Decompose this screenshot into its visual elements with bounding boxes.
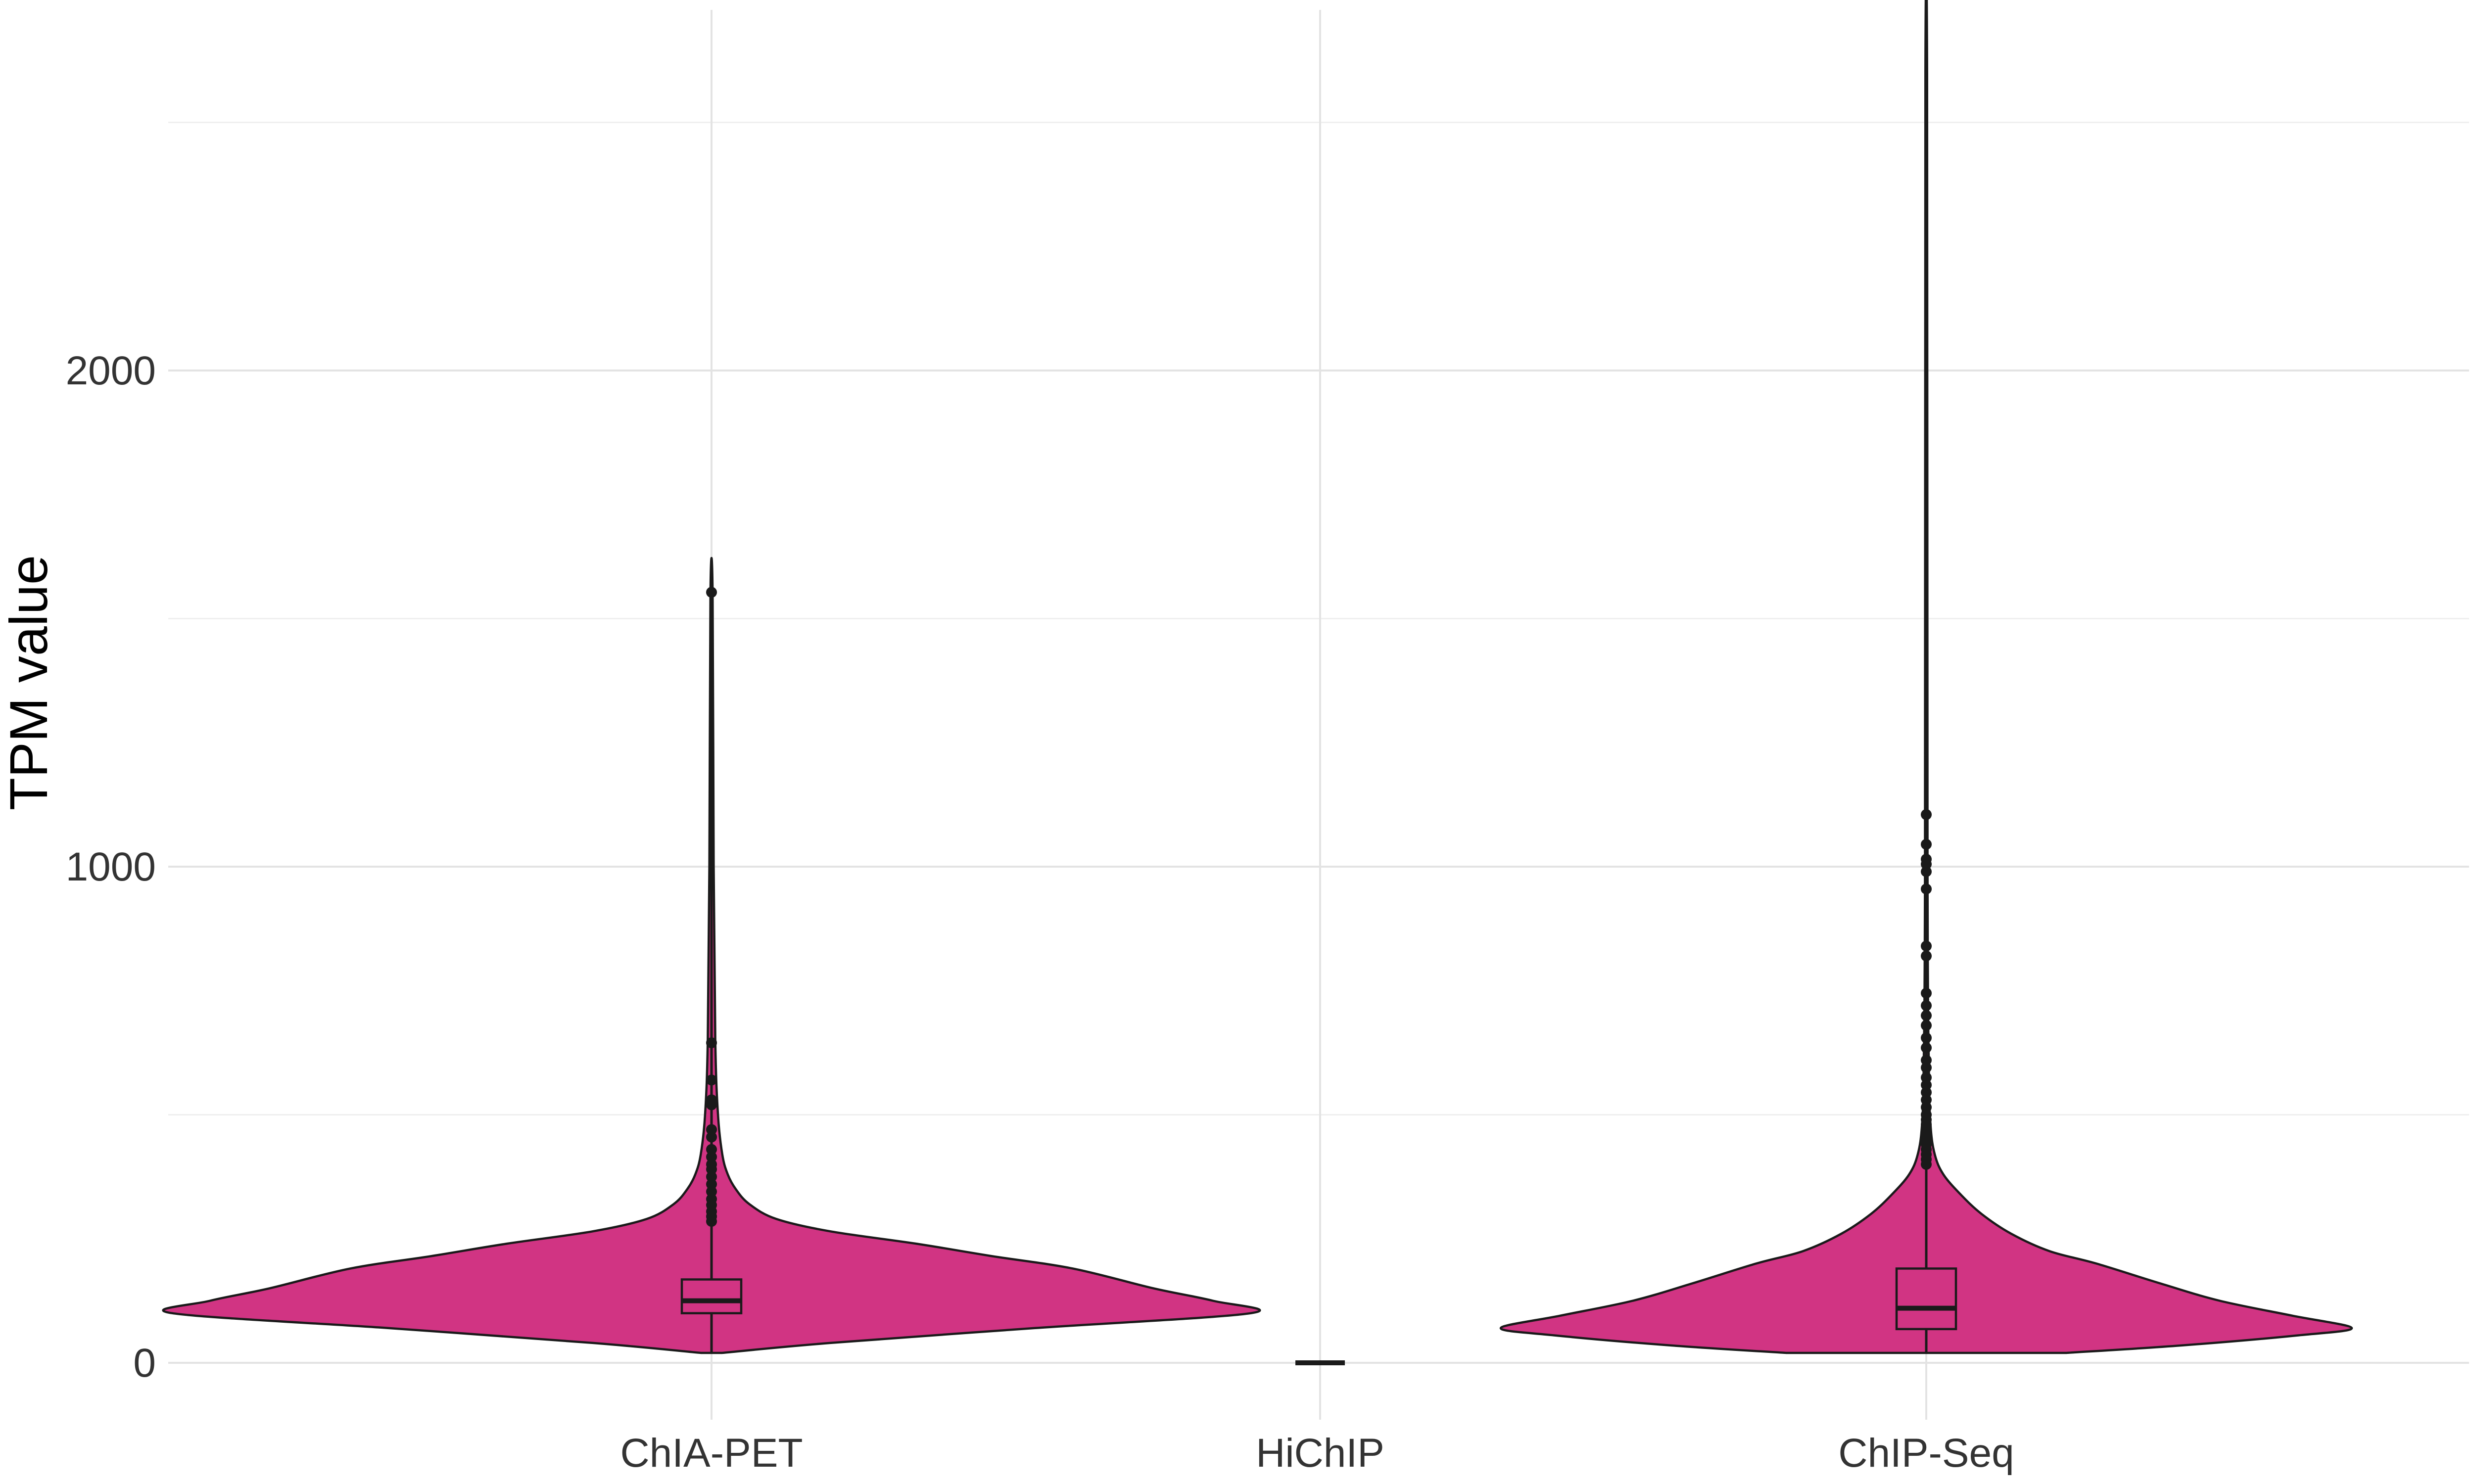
x-tick-label: ChIA-PET	[620, 1431, 803, 1476]
y-tick-label: 1000	[66, 844, 156, 889]
grid-lines	[168, 10, 2469, 1420]
outlier-point	[1921, 1079, 1932, 1091]
outlier-point	[1921, 838, 1932, 850]
outlier-point	[1921, 1020, 1932, 1031]
outlier-point	[1921, 1062, 1932, 1073]
outlier-point	[1921, 1102, 1932, 1113]
outlier-point	[706, 1144, 717, 1155]
outlier-point	[1921, 858, 1932, 870]
outlier-point	[1921, 950, 1932, 962]
outlier-point	[1921, 1087, 1932, 1098]
outlier-point	[706, 587, 717, 598]
outlier-point	[706, 1124, 717, 1135]
box-iqr	[1895, 1267, 1957, 1331]
plot-marks	[162, 0, 2353, 1365]
x-tick-label: HiChIP	[1256, 1431, 1384, 1476]
y-tick-label: 2000	[66, 348, 156, 393]
outlier-point	[706, 1099, 717, 1111]
outlier-point	[1921, 1032, 1932, 1044]
box-iqr	[680, 1278, 743, 1314]
x-tick-label: ChIP-Seq	[1838, 1431, 2014, 1476]
outlier-point	[706, 1216, 717, 1227]
outlier-point	[1921, 940, 1932, 952]
outlier-point	[706, 1178, 717, 1190]
y-axis-title: TPM value	[0, 555, 58, 810]
outlier-point	[706, 1171, 717, 1182]
outlier-point	[706, 1186, 717, 1197]
outlier-point	[1921, 1094, 1932, 1106]
axes-labels: 0 1000 2000 ChIA-PET HiChIP ChIP-Seq	[66, 348, 2014, 1476]
outlier-point	[1921, 1000, 1932, 1011]
outlier-point	[706, 1131, 717, 1143]
y-tick-label: 0	[133, 1341, 156, 1386]
violin-group-chip-seq	[1499, 0, 2353, 1354]
outlier-point	[1921, 987, 1932, 999]
outlier-point	[1921, 1072, 1932, 1083]
outlier-point	[706, 1151, 717, 1162]
outlier-point	[706, 1163, 717, 1175]
outlier-point	[706, 1037, 717, 1049]
outlier-point	[1921, 866, 1932, 878]
outlier-point	[1921, 1010, 1932, 1021]
outlier-point	[1921, 1042, 1932, 1054]
outlier-point	[1921, 883, 1932, 895]
outlier-point	[1921, 1159, 1932, 1170]
violin-group-chia-pet	[162, 556, 1261, 1354]
outlier-point	[1921, 809, 1932, 820]
outlier-point	[706, 1074, 717, 1086]
outlier-point	[1921, 1055, 1932, 1066]
